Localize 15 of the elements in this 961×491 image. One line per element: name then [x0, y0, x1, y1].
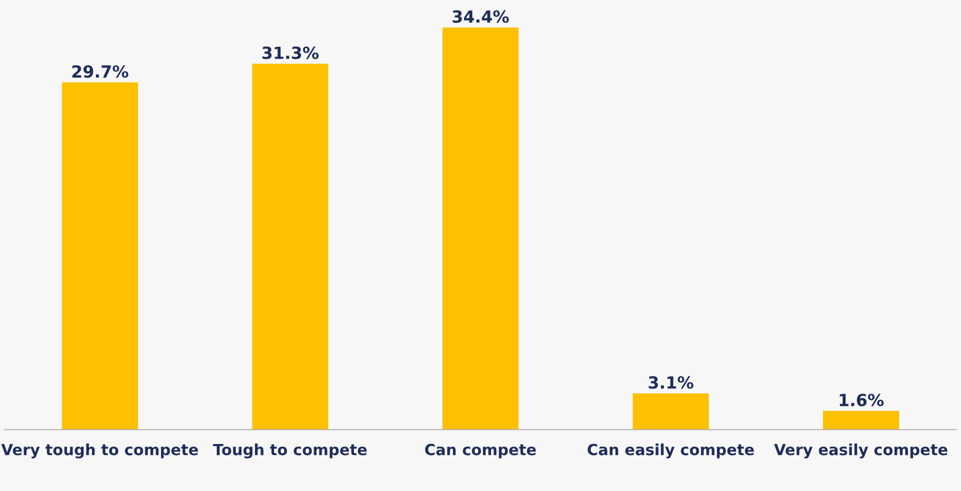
x-tick-label: Can compete — [425, 444, 536, 458]
x-tick-label: Tough to compete — [213, 444, 367, 458]
data-label: 34.4% — [452, 10, 509, 23]
x-tick-label: Very easily compete — [774, 444, 948, 458]
bar — [252, 64, 328, 430]
bar — [823, 410, 900, 430]
data-label: 29.7% — [72, 65, 128, 78]
bar — [632, 393, 709, 430]
data-label: 31.3% — [262, 46, 319, 60]
x-tick-label: Very tough to compete — [1, 444, 198, 458]
bar — [62, 82, 138, 430]
x-tick-label: Can easily compete — [588, 444, 754, 458]
data-label: 1.6% — [840, 394, 884, 406]
data-label: 3.1% — [648, 376, 694, 389]
bar — [442, 27, 519, 430]
